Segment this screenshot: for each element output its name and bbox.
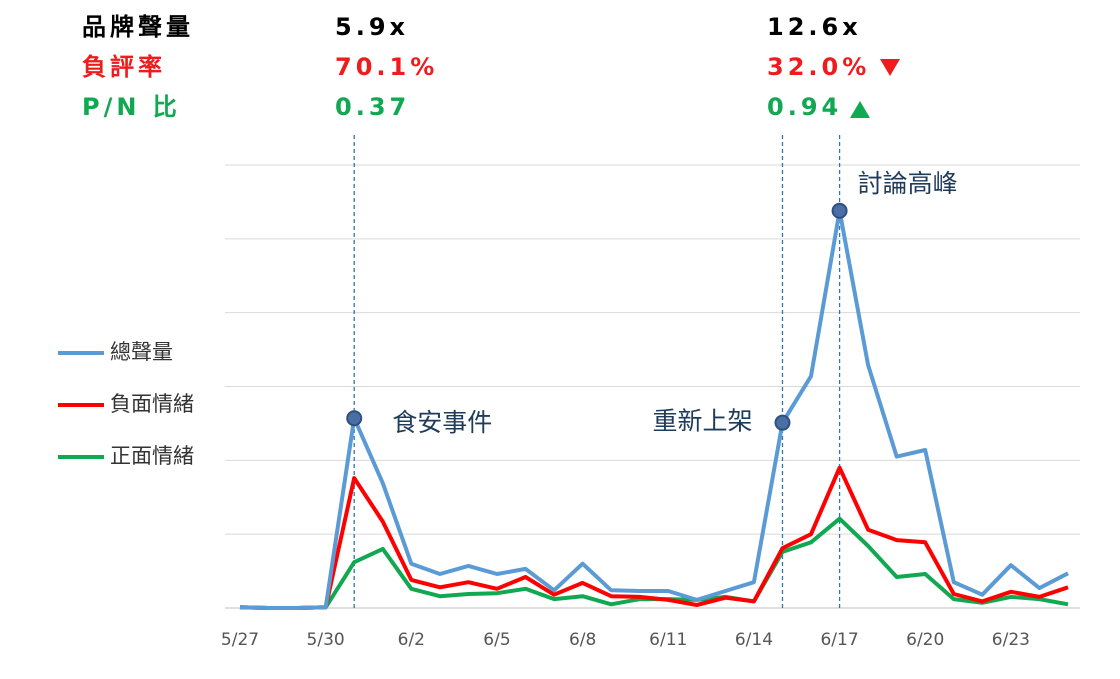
x-tick-label: 5/30 [307,630,345,650]
x-tick-label: 6/20 [906,630,944,650]
x-tick-label: 6/11 [649,630,687,650]
legend-label: 負面情緒 [110,392,194,416]
annotation: 討論高峰 [858,169,958,198]
down-arrow [880,59,900,76]
series-line [239,208,1069,610]
x-tick-label: 6/17 [820,630,858,650]
x-tick-label: 6/14 [735,630,773,650]
stat-label: P/N 比 [82,93,181,121]
event-marker [774,414,791,431]
series-line [239,465,1069,610]
stat-value: 0.37 [335,93,410,121]
stat-value: 12.6x [767,13,862,41]
annotation: 重新上架 [652,407,752,436]
stat-value: 32.0% [767,53,870,81]
annotation: 食安事件 [392,408,492,437]
legend-label: 總聲量 [110,340,173,364]
stat-value: 0.94 [767,93,842,121]
legend-label: 正面情緒 [110,444,194,468]
stat-label: 品牌聲量 [82,13,194,41]
event-marker [831,202,848,219]
x-tick-label: 6/8 [569,630,596,650]
stat-value: 5.9x [335,13,409,41]
up-arrow [850,101,870,118]
stat-label: 負評率 [82,53,166,81]
x-tick-label: 6/5 [483,630,510,650]
x-tick-label: 6/2 [398,630,425,650]
x-tick-label: 6/23 [992,630,1030,650]
event-marker [346,410,363,427]
x-tick-label: 5/27 [221,630,259,650]
stat-value: 70.1% [335,53,438,81]
